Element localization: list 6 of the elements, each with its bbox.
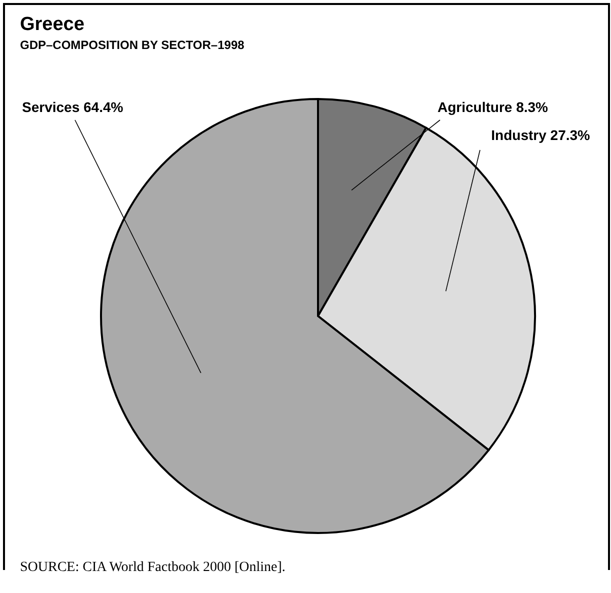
slice-label: Services 64.4%	[22, 99, 124, 115]
slice-label: Industry 27.3%	[491, 127, 591, 143]
source-note: SOURCE: CIA World Factbook 2000 [Online].	[20, 560, 286, 576]
chart-subtitle: GDP–COMPOSITION BY SECTOR–1998	[20, 38, 244, 52]
chart-title: Greece	[20, 14, 84, 36]
slice-label: Agriculture 8.3%	[438, 99, 549, 115]
